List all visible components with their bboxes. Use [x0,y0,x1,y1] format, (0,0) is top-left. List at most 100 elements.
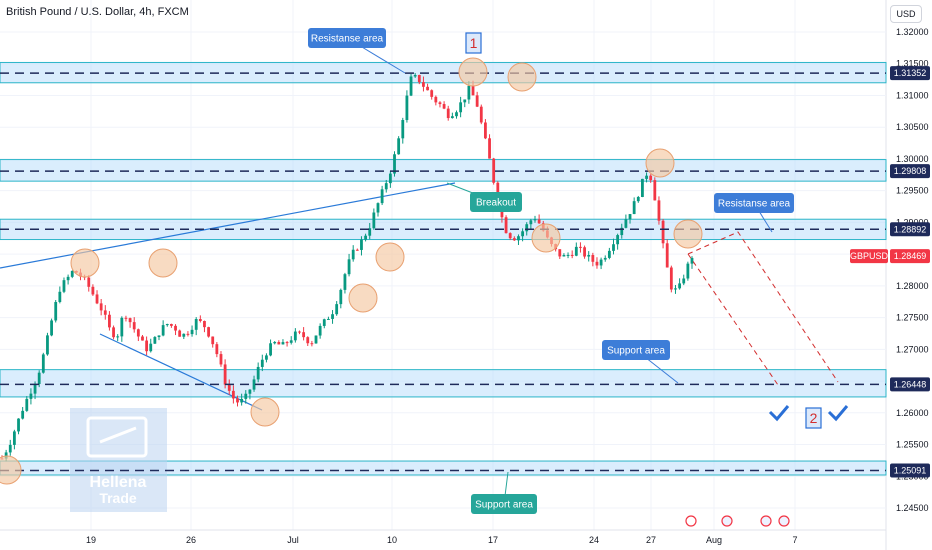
y-tick-label: 1.31000 [896,90,929,100]
candle-body [194,319,198,330]
candle-body [327,318,330,320]
candle-body [182,333,186,337]
x-tick-label: 19 [86,535,96,545]
candle-body [525,224,529,232]
pivot-marker [673,219,703,249]
price-tag [890,463,930,478]
y-tick-label: 1.30000 [896,154,929,164]
candle-body [112,327,115,338]
x-tick-label: 27 [646,535,656,545]
callout-box [602,340,670,360]
candle-body [467,85,471,100]
candle-body [397,138,401,155]
candle-body [653,180,657,201]
candle-body [62,280,66,292]
pivot-marker [458,57,488,87]
candle-body [260,359,264,367]
candle-body [616,235,620,245]
candle-body [669,267,673,290]
price-tag [890,164,930,179]
y-tick-label: 1.24500 [896,503,929,513]
candle-body [484,122,487,139]
candle-body [570,254,574,256]
candle-body [153,337,157,344]
candle-body [161,325,165,336]
candle-body [376,203,380,213]
candle-body [438,102,442,105]
candle-body [393,154,396,174]
callout-box [471,494,537,514]
candle-body [339,289,343,305]
candle-body [252,379,256,390]
candle-body [277,342,281,345]
candle-body [157,335,161,338]
pivot-marker [250,397,280,427]
candle-body [236,398,239,403]
callout-box [470,192,522,212]
candle-body [665,243,669,268]
candle-body [430,90,434,97]
candle-body [219,354,223,365]
candle-body [562,255,566,257]
candle-body [128,318,132,323]
callout-label: Breakout [476,198,516,209]
candle-body [289,340,293,343]
candle-body [413,75,417,77]
candle-body [203,321,206,328]
trendline-lower [99,333,263,411]
candle-body [409,76,413,96]
price-tag-label: 1.28469 [894,251,927,261]
candle-body [442,104,446,109]
callout-label: Resistanse area [311,34,384,45]
candle-body [591,255,595,262]
candle-body [99,303,103,311]
candle-body [612,244,615,251]
candle-body [459,102,463,113]
candle-body [335,304,339,315]
price-tag [890,377,930,392]
candle-body [372,212,376,229]
candle-body [632,201,636,215]
candle-body [674,288,677,290]
currency-button[interactable]: USD [890,5,922,23]
x-tick-label: 7 [792,535,797,545]
price-tag-label: 1.26448 [894,379,927,389]
zone-band [0,369,887,398]
projection-line [687,231,839,383]
pivot-markers [0,57,703,485]
candle-body [293,331,297,341]
candle-body [25,398,29,411]
watermark-logo: Hellena Trade [70,408,167,512]
candle-body [248,389,252,394]
candle-body [607,250,611,258]
candle-body [58,291,62,303]
candle-body [422,82,425,87]
candle-body [645,175,648,179]
y-tick-label: 1.26000 [896,408,929,418]
x-tick-label: 10 [387,535,397,545]
candle-body [678,283,682,289]
check-icon [827,405,849,422]
x-tick-label: Jul [287,535,299,545]
price-tag [890,249,930,264]
candle-body [521,231,524,237]
candle-body [33,383,37,394]
candle-body [455,112,458,117]
candle-body [322,319,326,326]
candle-body [50,320,53,336]
candle-body [331,314,334,319]
candle-body [384,183,388,190]
candle-body [401,120,405,139]
x-axis: 19 26 Jul 10 17 24 27 Aug 7 [0,529,886,545]
candle-body [343,274,347,290]
event-icons [685,515,790,527]
candle-body [537,219,541,224]
candle-body [566,254,570,256]
candle-body [190,329,194,335]
projection-path [687,231,849,422]
candle-body [91,286,95,295]
callout-label: Support area [607,346,665,357]
candle-body [41,354,45,373]
wave-label-box [465,32,482,54]
